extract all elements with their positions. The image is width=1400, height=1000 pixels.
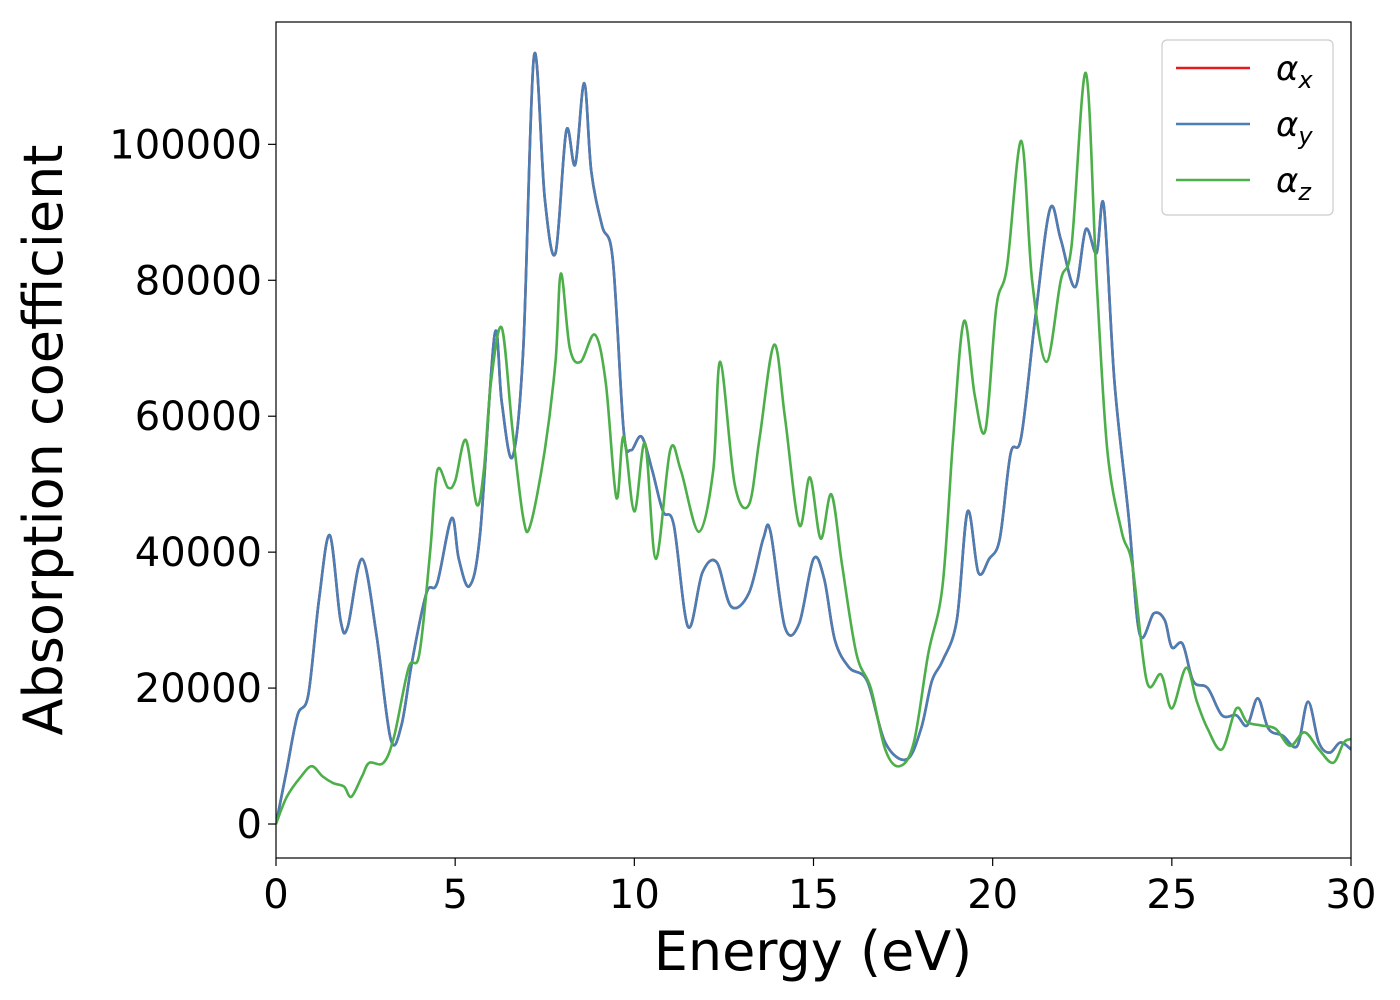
legend-label-y: αy [1276,105,1313,150]
y-axis-ticks: 0 20000 40000 60000 80000 100000 [109,122,276,848]
legend-label-z: αz [1276,161,1312,206]
y-tick-label: 60000 [135,394,262,440]
y-tick-label: 20000 [135,666,262,712]
x-axis-ticks: 0 5 10 15 20 25 30 [263,858,1376,918]
x-tick-label: 20 [967,872,1018,918]
series-line-z [276,71,1351,825]
legend-box [1161,39,1334,216]
x-tick-label: 10 [609,872,660,918]
y-tick-label: 40000 [135,530,262,576]
x-tick-label: 30 [1326,872,1377,918]
y-tick-label: 80000 [135,258,262,304]
y-tick-label: 0 [237,802,262,848]
x-tick-label: 25 [1146,872,1197,918]
y-axis-title: Absorption coefficient [12,145,75,736]
legend: αx αy αz [1161,39,1334,216]
x-axis-title: Energy (eV) [654,920,973,983]
x-tick-label: 5 [442,872,467,918]
series-layer [276,51,1351,825]
y-tick-label: 100000 [109,122,262,168]
x-tick-label: 0 [263,872,288,918]
legend-label-x: αx [1276,49,1313,94]
x-tick-label: 15 [788,872,839,918]
series-line-y [276,51,1351,825]
